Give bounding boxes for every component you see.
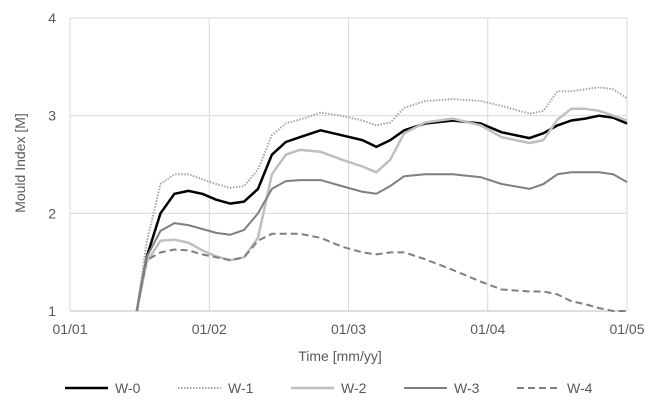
grid-lines <box>69 17 628 312</box>
y-tick-label: 1 <box>48 303 56 319</box>
legend-label-w-1: W-1 <box>228 380 254 396</box>
series-line-w-2 <box>135 107 628 312</box>
legend: W-0 W-1 W-2 W-3 W-4 <box>65 380 593 396</box>
series-lines <box>135 86 628 312</box>
x-tick-label: 01/05 <box>609 321 644 337</box>
x-tick-label: 01/01 <box>52 321 87 337</box>
x-tick-label: 01/02 <box>192 321 227 337</box>
legend-label-w-4: W-4 <box>567 380 593 396</box>
legend-label-w-0: W-0 <box>115 380 141 396</box>
y-tick-label: 2 <box>48 205 56 221</box>
legend-label-w-2: W-2 <box>341 380 367 396</box>
x-tick-labels: 01/01 01/02 01/03 01/04 01/05 <box>52 321 644 337</box>
y-tick-labels: 1 2 3 4 <box>48 10 56 319</box>
series-line-w-1 <box>135 86 628 312</box>
legend-label-w-3: W-3 <box>454 380 480 396</box>
series-line-w-4 <box>135 232 627 312</box>
x-tick-label: 01/04 <box>470 321 505 337</box>
y-tick-label: 4 <box>48 10 56 26</box>
x-axis-title: Time [mm/yy] <box>298 348 381 364</box>
y-tick-label: 3 <box>48 108 56 124</box>
y-axis-title: Mould Index [M] <box>12 113 28 213</box>
x-tick-label: 01/03 <box>331 321 366 337</box>
series-line-w-0 <box>135 114 628 312</box>
series-line-w-3 <box>135 171 628 312</box>
